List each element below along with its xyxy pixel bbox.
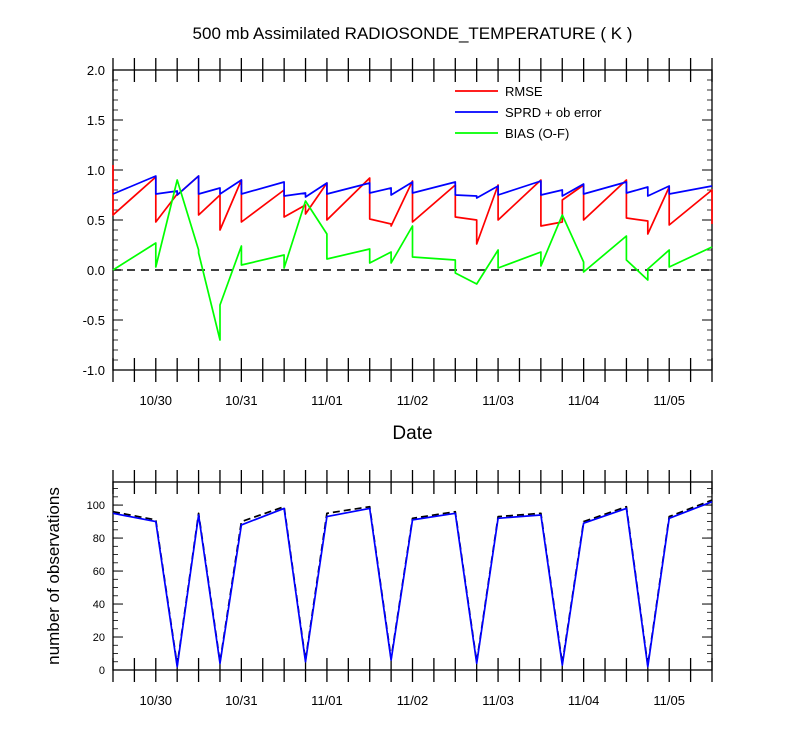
y-tick-label: 1.0 bbox=[87, 163, 105, 178]
y-tick-label: -0.5 bbox=[83, 313, 105, 328]
x-axis-label: Date bbox=[392, 423, 432, 444]
x-tick-label: 10/31 bbox=[225, 693, 258, 708]
x-tick-label: 11/05 bbox=[653, 693, 685, 708]
y-tick-label: 40 bbox=[93, 599, 105, 611]
x-tick-label: 11/04 bbox=[568, 693, 600, 708]
x-tick-label: 11/01 bbox=[311, 693, 343, 708]
y-axis-label: number of observations bbox=[44, 487, 63, 665]
series-line-1 bbox=[112, 175, 713, 199]
series-line-0 bbox=[112, 165, 713, 245]
y-tick-label: 2.0 bbox=[87, 63, 105, 78]
x-tick-label: 11/05 bbox=[653, 393, 685, 408]
series-line-1 bbox=[112, 501, 713, 668]
top-panel: -1.0 -0.5 0.0 0.5 1.0 1.5 2.0 10/30 10/31 11/01 11… bbox=[83, 24, 713, 444]
x-tick-label: 10/30 bbox=[140, 693, 173, 708]
x-tick-label: 10/30 bbox=[140, 393, 173, 408]
y-tick-label: 0 bbox=[99, 665, 105, 677]
series-line-2 bbox=[112, 179, 713, 341]
x-tick-label: 11/03 bbox=[482, 693, 514, 708]
bottom-panel: 0 20 40 60 80 100 10/30 10/31 11/01 11/02 11/03 11/… bbox=[44, 470, 713, 708]
legend-label: SPRD + ob error bbox=[505, 105, 602, 120]
y-tick-label: 1.5 bbox=[87, 113, 105, 128]
x-tick-label: 11/03 bbox=[482, 393, 514, 408]
x-tick-label: 11/02 bbox=[397, 693, 429, 708]
legend-label: BIAS (O-F) bbox=[505, 126, 569, 141]
chart-title: 500 mb Assimilated RADIOSONDE_TEMPERATUR… bbox=[193, 24, 633, 43]
x-tick-label: 11/01 bbox=[311, 393, 343, 408]
legend-label: RMSE bbox=[505, 84, 543, 99]
y-tick-label: 80 bbox=[93, 533, 105, 545]
y-tick-label: -1.0 bbox=[83, 363, 105, 378]
y-tick-label: 60 bbox=[93, 566, 105, 578]
x-tick-label: 10/31 bbox=[225, 393, 258, 408]
x-tick-label: 11/02 bbox=[397, 393, 429, 408]
x-tick-label: 11/04 bbox=[568, 393, 600, 408]
y-tick-label: 0.5 bbox=[87, 213, 105, 228]
y-tick-label: 100 bbox=[87, 500, 105, 512]
y-tick-label: 0.0 bbox=[87, 263, 105, 278]
y-tick-label: 20 bbox=[93, 632, 105, 644]
